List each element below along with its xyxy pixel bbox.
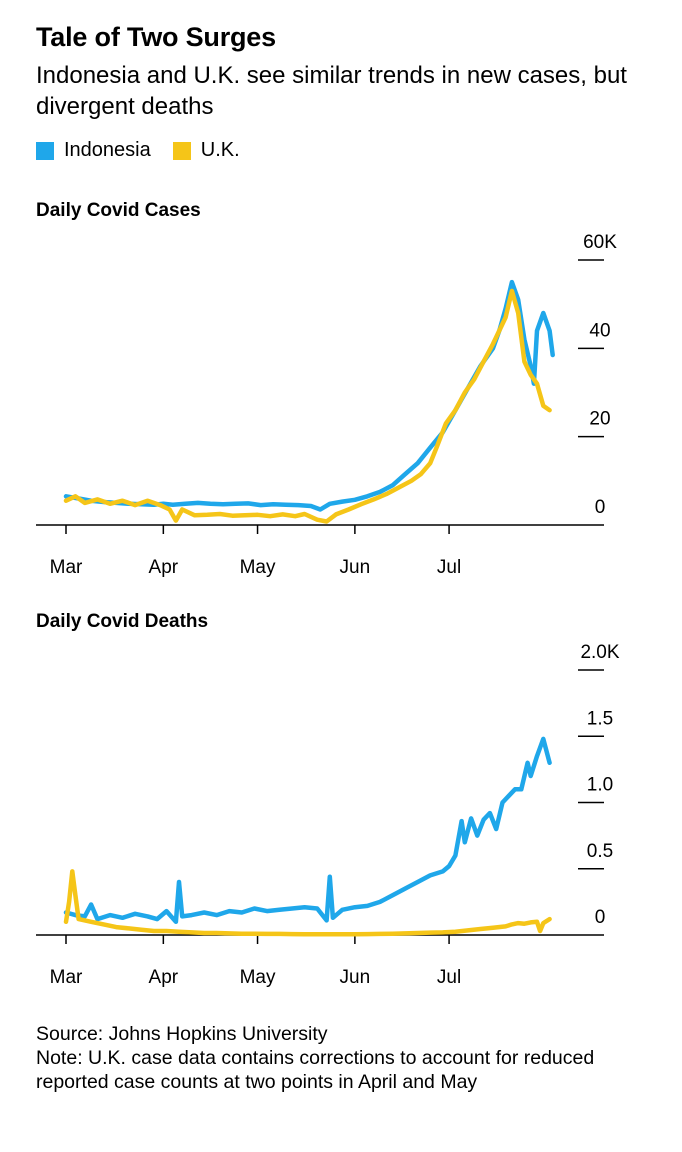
legend-item-indonesia: Indonesia (36, 139, 151, 162)
cases-series-line-uk (63, 288, 552, 524)
cases-y-tick-label: 0 (595, 497, 606, 518)
deaths-y-tick-label: 2.0K (580, 642, 619, 663)
source-note: Source: Johns Hopkins University (36, 1023, 328, 1045)
cases-chart-title: Daily Covid Cases (36, 200, 201, 221)
deaths-x-tick-label: Jun (340, 967, 371, 988)
legend-label-uk: U.K. (200, 139, 240, 161)
deaths-series-line-indonesia (63, 736, 552, 925)
deaths-chart: 0 0.5 1.0 1.5 2.0K Mar Apr May Jun Jul (36, 642, 620, 988)
deaths-y-tick-label: 1.0 (587, 775, 613, 796)
footer: Source: Johns Hopkins University Note: U… (36, 1022, 656, 1094)
cases-chart: 0 20 40 60K Mar Apr May Jun Jul (36, 232, 617, 578)
legend: Indonesia U.K. (36, 139, 262, 162)
cases-y-tick-label: 20 (589, 409, 610, 430)
deaths-chart-title: Daily Covid Deaths (36, 611, 209, 632)
legend-swatch-uk (172, 141, 191, 160)
legend-item-uk: U.K. (172, 139, 240, 162)
deaths-y-tick-label: 0.5 (587, 841, 613, 862)
deaths-y-tick-label: 1.5 (587, 708, 613, 729)
chart-title: Tale of Two Surges (36, 22, 276, 52)
deaths-x-tick-label: May (240, 967, 276, 988)
deaths-x-tick-label: Apr (149, 967, 179, 988)
cases-x-tick-label: May (240, 557, 276, 578)
cases-x-tick-label: Mar (50, 557, 83, 578)
deaths-x-tick-label: Mar (50, 967, 83, 988)
legend-swatch-indonesia (36, 141, 54, 160)
legend-label-indonesia: Indonesia (64, 139, 151, 161)
cases-series-line-indonesia (63, 279, 555, 512)
cases-y-tick-label: 40 (589, 320, 610, 341)
chart-subtitle: Indonesia and U.K. see similar trends in… (36, 62, 627, 120)
deaths-series-line-uk (63, 869, 552, 937)
deaths-x-tick-label: Jul (437, 967, 461, 988)
cases-x-tick-label: Apr (149, 557, 179, 578)
cases-x-tick-label: Jun (340, 557, 371, 578)
cases-x-tick-label: Jul (437, 557, 461, 578)
cases-y-tick-label: 60K (583, 232, 617, 253)
deaths-y-tick-label: 0 (595, 907, 606, 928)
data-note: Note: U.K. case data contains correction… (36, 1047, 595, 1093)
